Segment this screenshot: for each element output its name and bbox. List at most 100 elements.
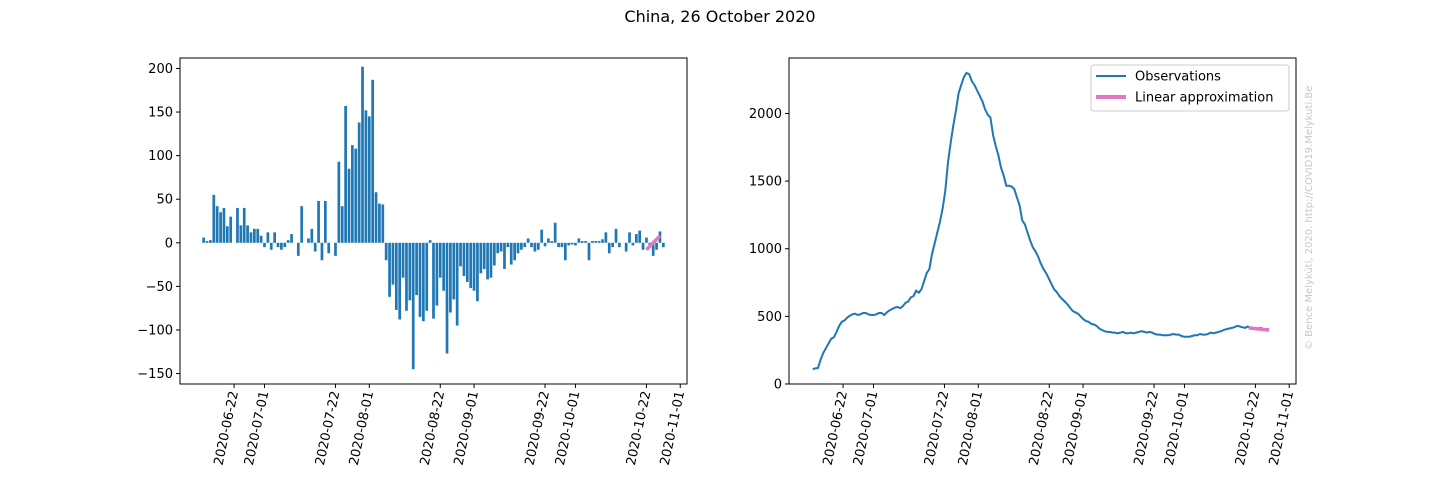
bar <box>236 207 239 243</box>
bar <box>631 242 635 246</box>
bar <box>398 242 402 320</box>
bar <box>520 242 523 250</box>
bar <box>547 238 550 243</box>
bar <box>628 232 631 243</box>
bar <box>435 242 439 306</box>
bar <box>486 242 489 280</box>
bar <box>530 242 533 248</box>
bar <box>344 105 347 243</box>
bar <box>651 242 655 256</box>
bar <box>638 230 642 243</box>
x-tick-label: 2020-07-01 <box>851 390 881 467</box>
bar <box>624 242 628 252</box>
bar <box>513 242 516 261</box>
bar <box>259 235 263 243</box>
y-tick-label: 0 <box>774 378 782 393</box>
bar <box>351 145 354 243</box>
bar <box>202 237 206 243</box>
x-tick-label: 2020-09-01 <box>1061 390 1091 467</box>
y-tick-label: 2000 <box>749 107 782 122</box>
bar <box>459 242 462 267</box>
bar <box>476 242 479 302</box>
x-tick-label: 2020-08-22 <box>1027 390 1057 467</box>
bar <box>418 242 422 317</box>
bar <box>408 242 412 301</box>
bar <box>296 242 300 256</box>
bar <box>320 242 324 261</box>
bar <box>253 228 256 243</box>
bar <box>509 242 513 265</box>
bar <box>327 242 331 254</box>
x-tick-label: 2020-06-22 <box>821 390 851 467</box>
bar <box>310 228 314 243</box>
line-marks <box>812 71 1270 371</box>
bar <box>591 241 594 243</box>
bar-marks <box>202 66 665 370</box>
bar <box>496 242 500 254</box>
bar <box>205 241 209 243</box>
bar <box>401 242 405 278</box>
bar <box>276 242 280 248</box>
y-tick-label: 1000 <box>749 242 782 257</box>
x-tick-label: 2020-07-01 <box>242 390 272 467</box>
bar <box>209 240 212 243</box>
bar <box>557 242 560 248</box>
line-chart: 0 500 1000 1500 2000 2020-06-22 2020-07-01 202… <box>749 57 1297 467</box>
bar <box>307 238 310 243</box>
bar <box>263 242 266 248</box>
x-tick-label: 2020-08-01 <box>956 390 986 467</box>
y-tick-label: 500 <box>757 310 782 325</box>
bar <box>340 206 344 243</box>
bar <box>536 242 540 250</box>
bar <box>269 242 273 250</box>
bar <box>442 242 445 291</box>
x-tick-label: 2020-08-01 <box>347 390 377 467</box>
x-tick-label: 2020-06-22 <box>212 390 242 467</box>
bar <box>394 242 398 310</box>
bar <box>614 228 618 243</box>
bar <box>364 110 368 243</box>
bar <box>438 242 442 278</box>
bar <box>411 242 415 370</box>
legend-linear-label: Linear approximation <box>1135 91 1273 106</box>
bar <box>388 242 391 297</box>
bar <box>428 240 432 243</box>
bar <box>634 234 638 243</box>
observations-line <box>812 71 1270 371</box>
bar <box>249 232 253 243</box>
bar <box>601 239 604 243</box>
bar <box>229 216 233 243</box>
bar <box>587 242 591 261</box>
bar <box>212 194 216 243</box>
bar <box>611 242 614 248</box>
bar <box>479 242 483 274</box>
x-tick-label: 2020-11-01 <box>1267 390 1297 467</box>
bar <box>574 242 577 246</box>
bar <box>661 242 665 248</box>
y-tick-label: 1500 <box>749 175 782 190</box>
bar <box>597 241 601 243</box>
bar <box>540 229 544 243</box>
bar <box>594 241 598 243</box>
figure-title: China, 26 October 2020 <box>624 7 815 26</box>
bar <box>286 240 290 243</box>
bar <box>225 226 229 243</box>
x-tick-label: 2020-09-22 <box>523 390 553 467</box>
bar <box>543 242 547 247</box>
bar <box>452 242 456 300</box>
x-tick-label: 2020-07-22 <box>313 390 343 467</box>
bar <box>607 242 611 254</box>
bar <box>577 238 581 243</box>
bar <box>337 161 341 243</box>
bar <box>482 242 486 269</box>
line-axes-frame <box>788 57 1297 385</box>
bar <box>317 200 320 243</box>
bar-axes-frame <box>179 57 688 385</box>
x-tick-label: 2020-10-01 <box>1162 390 1192 467</box>
bar <box>503 242 506 269</box>
bar <box>384 242 388 261</box>
bar <box>256 228 260 243</box>
bar <box>465 242 469 283</box>
bar <box>499 242 503 252</box>
bar <box>472 242 476 291</box>
